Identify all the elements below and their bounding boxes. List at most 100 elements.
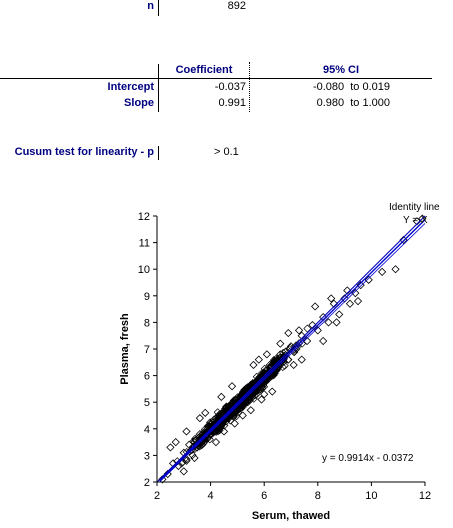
- data-point: [276, 339, 285, 348]
- y-tick-label: 7: [144, 344, 150, 356]
- data-point: [356, 281, 365, 290]
- data-point: [286, 343, 295, 352]
- y-tick-label: 2: [144, 477, 150, 489]
- data-point: [227, 382, 237, 391]
- ci-header: 95% CI: [322, 64, 360, 76]
- data-point: [319, 336, 328, 346]
- data-point: [215, 426, 224, 435]
- data-point: [324, 318, 333, 327]
- cusum-divider: [158, 146, 159, 160]
- n-value: 892: [227, 0, 246, 12]
- y-tick-label: 3: [144, 450, 150, 462]
- x-tick-label: 4: [208, 490, 214, 502]
- data-point: [313, 326, 322, 335]
- data-point: [378, 267, 387, 276]
- data-point: [244, 385, 253, 394]
- data-point: [311, 302, 320, 311]
- intercept-ci: -0.080 to 0.019: [312, 81, 390, 93]
- data-point: [195, 414, 204, 423]
- data-point: [233, 393, 242, 402]
- slope-ci: 0.980 to 1.000: [316, 97, 390, 109]
- ci-lower-line: [159, 223, 426, 483]
- y-tick-label: 12: [138, 211, 150, 223]
- y-tick-label: 6: [144, 371, 150, 383]
- x-tick-label: 2: [154, 490, 160, 502]
- data-point: [249, 389, 258, 398]
- data-point: [391, 265, 400, 274]
- data-point: [286, 342, 296, 351]
- intercept-coefficient: -0.037: [214, 81, 246, 93]
- data-point: [211, 437, 221, 447]
- n-divider: [158, 0, 159, 16]
- x-axis-label: Serum, thawed: [252, 510, 330, 522]
- data-point: [182, 427, 191, 436]
- regression-equation: y = 0.9914x - 0.0372: [322, 453, 414, 464]
- data-point: [302, 336, 312, 346]
- data-point: [335, 310, 344, 319]
- data-point: [308, 320, 317, 330]
- data-point: [188, 451, 197, 460]
- data-point: [249, 360, 258, 370]
- intercept-label: Intercept: [107, 81, 154, 93]
- data-point: [216, 409, 225, 418]
- data-point: [215, 424, 224, 433]
- scatter-chart: 2 3 4 5 6 7 8 9 10 11 12 2 4 6 8 10 12 Identity line Y =…: [119, 202, 440, 522]
- data-point: [254, 355, 263, 364]
- data-point: [329, 299, 338, 308]
- data-point: [294, 326, 304, 335]
- slope-coefficient: 0.991: [218, 97, 246, 109]
- table-col-divider: [249, 62, 250, 112]
- data-point: [190, 453, 199, 463]
- y-tick-label: 10: [138, 264, 150, 276]
- data-point: [179, 467, 188, 476]
- y-tick-label: 9: [144, 291, 150, 303]
- y-axis-label: Plasma, fresh: [119, 313, 131, 385]
- data-point: [257, 395, 266, 404]
- n-label: n: [147, 0, 154, 12]
- data-point: [201, 408, 210, 417]
- x-tick-label: 12: [419, 490, 431, 502]
- data-point: [327, 294, 336, 303]
- data-point: [230, 419, 239, 428]
- table-top-rule: [0, 78, 432, 79]
- data-point: [353, 297, 363, 306]
- data-point: [343, 286, 352, 295]
- data-point: [364, 275, 373, 284]
- trend-lines: [156, 215, 426, 483]
- y-tick-label: 5: [144, 397, 150, 409]
- identity-line-label: Identity line: [389, 202, 440, 213]
- regression-line: [159, 219, 426, 482]
- y-tick-label: 4: [144, 424, 150, 436]
- data-point: [289, 360, 298, 370]
- ci-upper-line: [159, 215, 426, 481]
- data-point: [200, 425, 209, 434]
- table-label-divider: [158, 64, 159, 112]
- axes: 2 3 4 5 6 7 8 9 10 11 12 2 4 6 8 10 12: [138, 211, 431, 502]
- data-point: [260, 390, 269, 399]
- data-point: [412, 217, 422, 226]
- data-point: [262, 350, 271, 359]
- cusum-label: Cusum test for linearity - p: [14, 146, 154, 158]
- data-point: [238, 411, 247, 420]
- data-point: [171, 437, 180, 447]
- x-tick-label: 8: [315, 490, 321, 502]
- slope-label: Slope: [124, 97, 154, 109]
- y-tick-label: 8: [144, 317, 150, 329]
- data-point: [268, 387, 277, 396]
- coefficient-header: Coefficient: [175, 64, 233, 76]
- x-tick-label: 6: [261, 490, 267, 502]
- data-point: [345, 299, 355, 308]
- x-tick-label: 10: [365, 490, 377, 502]
- data-point: [166, 443, 175, 452]
- y-tick-label: 11: [139, 238, 150, 250]
- data-point: [284, 328, 293, 338]
- data-point: [351, 289, 360, 298]
- identity-line-equation: Y = X: [403, 215, 428, 226]
- data-point: [217, 392, 226, 401]
- data-point: [332, 318, 341, 327]
- data-point: [243, 383, 252, 392]
- data-point: [297, 331, 306, 340]
- data-point: [297, 355, 306, 364]
- cusum-value: > 0.1: [214, 146, 239, 158]
- data-point: [246, 406, 255, 415]
